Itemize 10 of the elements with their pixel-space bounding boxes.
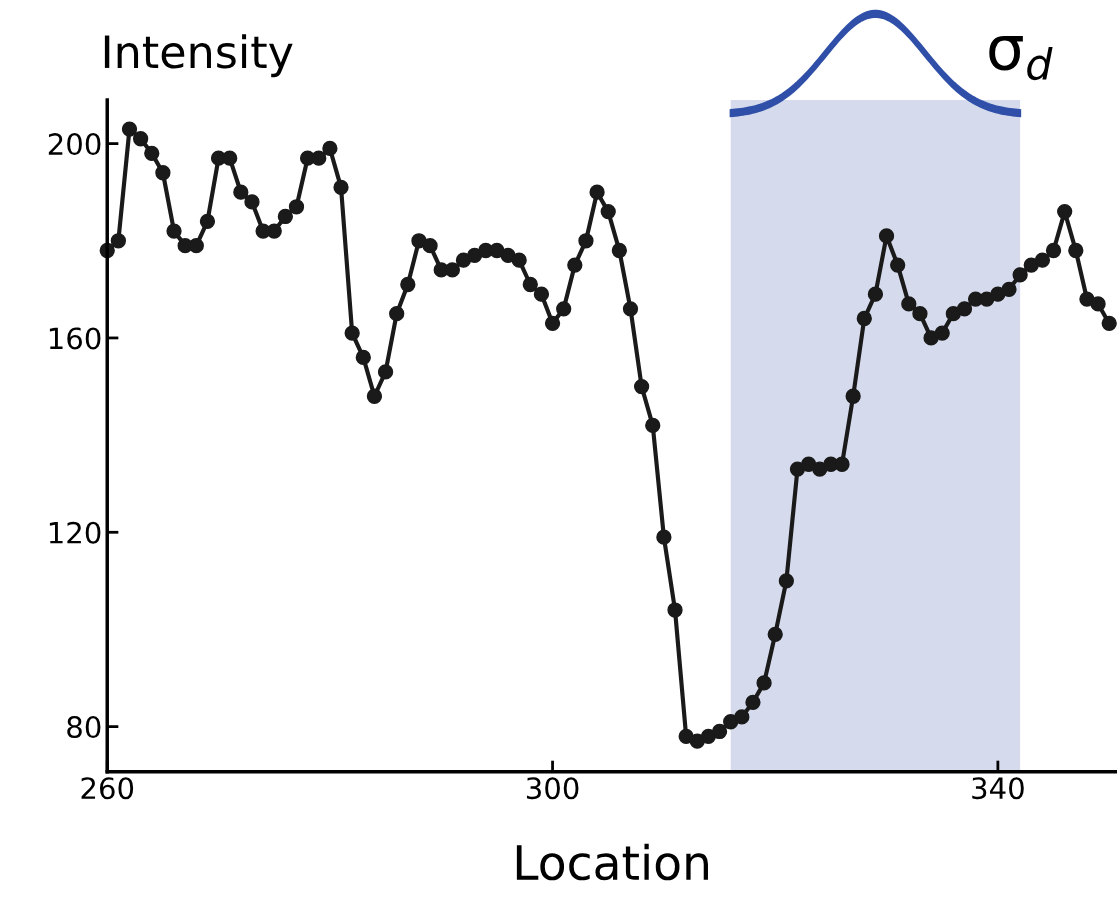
y-tick-label: 120 <box>49 521 101 544</box>
y-axis-title: Intensity <box>104 34 293 78</box>
y-tick-label: 160 <box>49 327 101 350</box>
x-tick-label: 260 <box>81 777 134 800</box>
text: σ$_{d}$ <box>989 36 1053 81</box>
y-tick-label: 200 <box>48 133 101 156</box>
x-axis-title: Location <box>516 843 708 881</box>
x-tick-label: 300 <box>526 777 579 800</box>
x-tick-label: 340 <box>972 777 1024 800</box>
y-tick-label: 80 <box>67 716 101 739</box>
